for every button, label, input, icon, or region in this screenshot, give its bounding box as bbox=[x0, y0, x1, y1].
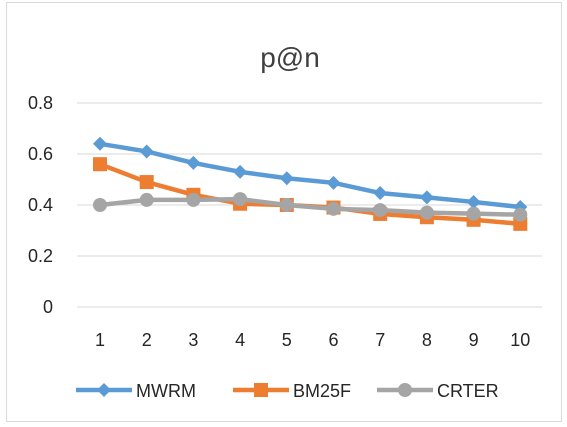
x-tick-label: 2 bbox=[142, 330, 152, 350]
y-tick-label: 0.8 bbox=[28, 93, 53, 113]
y-tick-label: 0.6 bbox=[28, 144, 53, 164]
legend-item-bm25f: BM25F bbox=[233, 381, 351, 401]
series-crter bbox=[93, 192, 528, 222]
x-tick-label: 9 bbox=[469, 330, 479, 350]
series-line bbox=[99, 141, 521, 210]
legend-item-mwrm: MWRM bbox=[76, 381, 196, 401]
data-point bbox=[233, 192, 248, 207]
y-tick-label: 0.4 bbox=[28, 195, 53, 215]
x-tick-label: 7 bbox=[375, 330, 385, 350]
data-point bbox=[279, 198, 294, 212]
data-point bbox=[186, 192, 201, 207]
legend-marker bbox=[254, 383, 268, 397]
legend-label: MWRM bbox=[136, 381, 196, 401]
data-point bbox=[466, 194, 481, 209]
data-point bbox=[419, 205, 434, 220]
data-point bbox=[326, 201, 341, 216]
data-point bbox=[139, 192, 154, 207]
data-point bbox=[93, 157, 107, 172]
data-point bbox=[139, 175, 154, 190]
x-tick-label: 6 bbox=[328, 330, 338, 350]
data-point bbox=[419, 190, 434, 205]
data-point bbox=[513, 207, 528, 222]
data-point bbox=[279, 171, 294, 186]
chart-title: p@n bbox=[260, 42, 320, 73]
series-line bbox=[99, 196, 521, 217]
x-tick-label: 1 bbox=[95, 330, 105, 350]
legend-label: CRTER bbox=[437, 381, 499, 401]
data-point bbox=[93, 198, 107, 212]
gridlines bbox=[77, 102, 542, 308]
x-tick-label: 5 bbox=[282, 330, 292, 350]
x-axis-ticks: 1 2 3 4 5 6 7 8 9 10 bbox=[95, 330, 530, 350]
legend-label: BM25F bbox=[293, 381, 351, 401]
data-point bbox=[139, 144, 154, 159]
series-mwrm bbox=[93, 136, 528, 215]
legend-marker bbox=[398, 383, 412, 397]
data-point bbox=[93, 136, 107, 151]
series-lines bbox=[93, 136, 528, 231]
legend: MWRM BM25F CRTER bbox=[76, 381, 499, 401]
x-tick-label: 4 bbox=[235, 330, 245, 350]
legend-marker bbox=[97, 383, 111, 397]
y-axis-ticks: 0 0.2 0.4 0.6 0.8 bbox=[28, 93, 53, 317]
legend-item-crter: CRTER bbox=[377, 381, 499, 401]
data-point bbox=[233, 164, 248, 179]
x-tick-label: 3 bbox=[188, 330, 198, 350]
x-tick-label: 8 bbox=[422, 330, 432, 350]
y-tick-label: 0 bbox=[43, 297, 53, 317]
data-point bbox=[326, 175, 341, 190]
data-point bbox=[373, 186, 388, 201]
data-point bbox=[373, 203, 388, 218]
y-tick-label: 0.2 bbox=[28, 246, 53, 266]
data-point bbox=[186, 155, 201, 170]
data-point bbox=[466, 206, 481, 221]
x-tick-label: 10 bbox=[510, 330, 530, 350]
series-bm25f bbox=[93, 157, 528, 231]
